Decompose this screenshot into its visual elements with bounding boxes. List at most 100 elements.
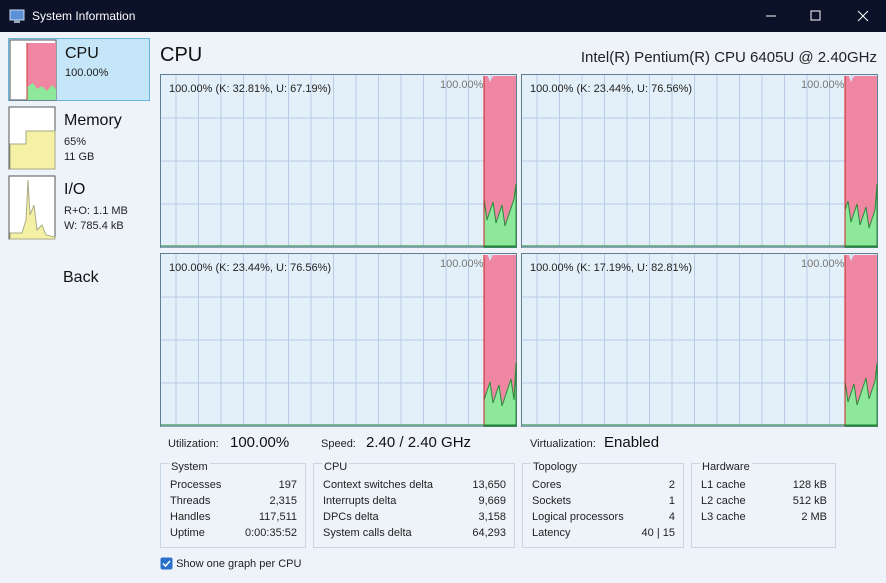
info-name: Latency bbox=[532, 527, 571, 539]
info-name: L1 cache bbox=[701, 479, 746, 491]
window-controls[interactable] bbox=[760, 8, 880, 24]
info-value: 13,650 bbox=[472, 479, 506, 491]
info-name: L3 cache bbox=[701, 511, 746, 523]
info-group: CPU Context switches delta 13,650 Interrupt… bbox=[313, 461, 515, 548]
info-row: L3 cache 2 MB bbox=[701, 511, 827, 523]
info-group: Hardware L1 cache 128 kB L2 cache 512 kB L3 c… bbox=[691, 461, 836, 548]
sidebar-memory[interactable]: Memory 65% 11 GB bbox=[8, 106, 150, 170]
stat-value: Enabled bbox=[604, 434, 660, 451]
graph-canvas bbox=[521, 74, 878, 248]
info-name: Logical processors bbox=[532, 511, 624, 523]
close-button[interactable] bbox=[857, 10, 869, 22]
user-area bbox=[483, 362, 517, 427]
sidebar-label: CPU bbox=[65, 45, 99, 62]
checkbox-label: Show one graph per CPU bbox=[176, 558, 302, 570]
info-row: Uptime 0:00:35:52 bbox=[170, 527, 297, 539]
graph-max: 100.00% bbox=[440, 79, 484, 91]
info-group: Topology Cores 2 Sockets 1 Logical processors… bbox=[522, 461, 684, 548]
sidebar-value: R+O: 1.1 MB bbox=[64, 205, 128, 217]
sidebar-label: I/O bbox=[64, 181, 86, 198]
io-thumbnail bbox=[8, 175, 56, 240]
graph-label: 100.00% (K: 23.44%, U: 76.56%) bbox=[169, 262, 332, 274]
info-row: Interrupts delta 9,669 bbox=[323, 495, 506, 507]
stat-label: Utilization: bbox=[168, 438, 219, 450]
info-value: 2 bbox=[668, 479, 675, 491]
info-value: 2 MB bbox=[801, 511, 827, 523]
info-row: Processes 197 bbox=[170, 479, 297, 491]
info-row: L1 cache 128 kB bbox=[701, 479, 827, 491]
info-value: 40 | 15 bbox=[641, 527, 675, 539]
kernel-area bbox=[845, 76, 877, 247]
info-value: 4 bbox=[668, 511, 675, 523]
sidebar-value: 65% bbox=[64, 136, 87, 148]
info-value: 0:00:35:52 bbox=[245, 527, 297, 539]
info-row: Context switches delta 13,650 bbox=[323, 479, 506, 491]
sidebar-label: Memory bbox=[64, 112, 122, 129]
group-title: Hardware bbox=[700, 461, 752, 473]
graph-canvas bbox=[160, 253, 517, 427]
cpu-thumbnail bbox=[9, 39, 57, 101]
info-row: Cores 2 bbox=[532, 479, 675, 491]
cpu-graph: 100.00% (K: 17.19%, U: 82.81%) 100.00% bbox=[521, 253, 878, 427]
info-name: Sockets bbox=[532, 495, 572, 507]
info-value: 128 kB bbox=[792, 479, 827, 491]
info-name: Processes bbox=[170, 479, 222, 491]
info-value: 512 kB bbox=[792, 495, 827, 507]
graph-canvas bbox=[521, 253, 878, 427]
cpu-name: Intel(R) Pentium(R) CPU 6405U @ 2.40GHz bbox=[580, 49, 877, 66]
info-name: DPCs delta bbox=[323, 511, 379, 523]
stat-label: Speed: bbox=[321, 438, 356, 450]
cpu-graph: 100.00% (K: 32.81%, U: 67.19%) 100.00% bbox=[160, 74, 517, 248]
title-bar: System Information bbox=[0, 0, 886, 32]
checkbox-box[interactable] bbox=[160, 557, 173, 570]
info-value: 64,293 bbox=[472, 527, 506, 539]
info-row: System calls delta 64,293 bbox=[323, 527, 506, 539]
info-value: 197 bbox=[278, 479, 297, 491]
info-group: System Processes 197 Threads 2,315 Handles 117… bbox=[160, 461, 306, 548]
info-value: 1 bbox=[668, 495, 675, 507]
kernel-area bbox=[845, 255, 877, 426]
graph-max: 100.00% bbox=[440, 258, 484, 270]
maximize-button[interactable] bbox=[810, 10, 821, 21]
graph-max: 100.00% bbox=[801, 79, 845, 91]
info-name: Uptime bbox=[170, 527, 205, 539]
info-value: 3,158 bbox=[478, 511, 506, 523]
info-row: Logical processors 4 bbox=[532, 511, 675, 523]
kernel-area bbox=[484, 255, 516, 426]
cpu-graph: 100.00% (K: 23.44%, U: 76.56%) 100.00% bbox=[160, 253, 517, 427]
info-name: L2 cache bbox=[701, 495, 746, 507]
info-value: 9,669 bbox=[478, 495, 506, 507]
group-title: Topology bbox=[531, 461, 580, 473]
sidebar-cpu[interactable]: CPU 100.00% bbox=[8, 38, 150, 101]
info-name: Threads bbox=[170, 495, 211, 507]
sidebar-value: 11 GB bbox=[64, 151, 95, 163]
info-row: L2 cache 512 kB bbox=[701, 495, 827, 507]
sidebar-value: 100.00% bbox=[65, 67, 109, 79]
cpu-graph: 100.00% (K: 23.44%, U: 76.56%) 100.00% bbox=[521, 74, 878, 248]
window-title: System Information bbox=[32, 9, 136, 23]
app-icon bbox=[9, 9, 25, 23]
stat-label: Virtualization: bbox=[530, 438, 596, 450]
info-value: 117,511 bbox=[258, 511, 297, 523]
info-name: Context switches delta bbox=[323, 479, 434, 491]
memory-thumbnail bbox=[8, 106, 56, 170]
graph-max: 100.00% bbox=[801, 258, 845, 270]
graph-label: 100.00% (K: 32.81%, U: 67.19%) bbox=[169, 83, 332, 95]
info-value: 2,315 bbox=[269, 495, 297, 507]
group-title: System bbox=[169, 461, 210, 473]
graph-canvas bbox=[160, 74, 517, 248]
info-row: Latency 40 | 15 bbox=[532, 527, 675, 539]
info-name: Cores bbox=[532, 479, 562, 491]
info-name: Interrupts delta bbox=[323, 495, 397, 507]
back-button[interactable]: Back bbox=[63, 269, 99, 286]
page-title: CPU bbox=[160, 44, 203, 66]
user-area bbox=[844, 183, 878, 248]
info-name: Handles bbox=[170, 511, 211, 523]
info-name: System calls delta bbox=[323, 527, 412, 539]
sidebar-io[interactable]: I/O R+O: 1.1 MB W: 785.4 kB bbox=[8, 175, 150, 240]
checkbox[interactable]: Show one graph per CPU bbox=[160, 557, 301, 570]
stat-value: 100.00% bbox=[230, 434, 290, 451]
sidebar-value: W: 785.4 kB bbox=[64, 220, 124, 232]
stat-value: 2.40 / 2.40 GHz bbox=[366, 434, 472, 451]
